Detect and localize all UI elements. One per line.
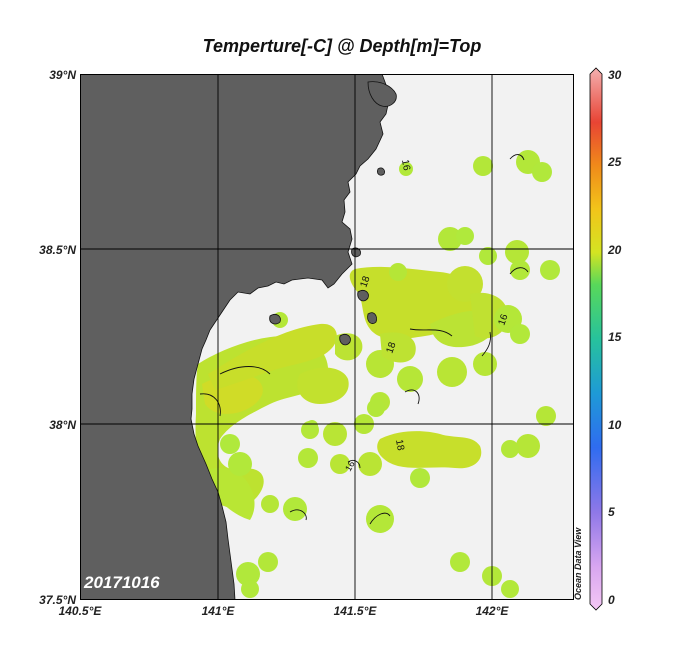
land-mass <box>80 74 391 600</box>
contour-label: 18 <box>393 439 406 452</box>
colorbar-label-10: 10 <box>608 418 622 432</box>
map-title: Temperture[-C] @ Depth[m]=Top <box>202 36 482 56</box>
coast-island <box>339 334 351 346</box>
lon-label-142: 142°E <box>475 604 509 618</box>
lon-label-140-5: 140.5°E <box>58 604 102 618</box>
isotherm-contours <box>199 154 529 525</box>
colorbar-label-5: 5 <box>608 505 615 519</box>
colorbar <box>589 67 603 611</box>
coast-island <box>351 247 361 258</box>
date-stamp: 20171016 <box>84 573 160 592</box>
lon-label-141-5: 141.5°E <box>333 604 377 618</box>
coast-inlet <box>367 81 397 107</box>
colorbar-label-15: 15 <box>608 330 622 344</box>
lat-label-38-5: 38.5°N <box>39 243 76 257</box>
map-plot: 16 18 18 16 18 16 <box>80 74 574 600</box>
lat-label-38: 38°N <box>49 418 76 432</box>
contour-label: 16 <box>496 312 510 327</box>
lat-label-37-5: 37.5°N <box>39 593 76 607</box>
contour-label: 18 <box>358 274 372 289</box>
graticule <box>80 74 574 600</box>
coast-island <box>269 314 281 325</box>
temperature-data-layer <box>195 150 560 598</box>
colorbar-label-25: 25 <box>608 155 622 169</box>
lon-label-141: 141°E <box>201 604 235 618</box>
coast-island <box>357 290 369 302</box>
map-frame <box>80 74 574 600</box>
contour-label: 18 <box>384 340 398 355</box>
colorbar-label-30: 30 <box>608 68 622 82</box>
coast-island <box>377 167 385 176</box>
colorbar-label-0: 0 <box>608 593 615 607</box>
contour-label: 16 <box>343 459 357 473</box>
lat-label-39: 39°N <box>49 68 76 82</box>
contour-label: 16 <box>399 159 412 172</box>
coast-island <box>367 312 377 324</box>
ocean-data-view-watermark: Ocean Data View <box>573 527 583 600</box>
colorbar-label-20: 20 <box>608 243 622 257</box>
